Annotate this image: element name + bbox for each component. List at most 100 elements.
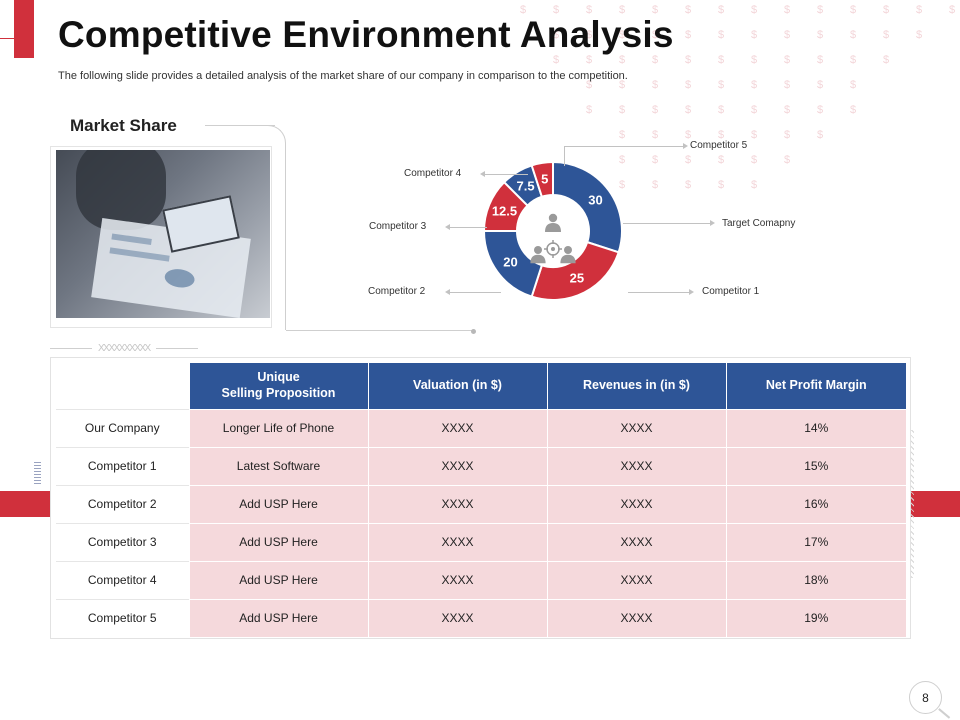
row-usp-cell: Add USP Here xyxy=(188,522,368,561)
row-margin-cell: 14% xyxy=(725,408,906,447)
dollar-glyph: $ xyxy=(553,29,560,41)
x-divider-text: XXXXXXXXXX xyxy=(98,342,151,354)
row-name-cell: Our Company xyxy=(56,408,189,447)
usp-header-line2: Selling Proposition xyxy=(221,385,336,400)
x-divider: XXXXXXXXXX xyxy=(50,342,260,354)
dollar-glyph: $ xyxy=(586,79,593,91)
dollar-glyph: $ xyxy=(751,179,758,191)
dollar-glyph: $ xyxy=(784,79,791,91)
dollar-glyph: $ xyxy=(784,154,791,166)
callout-competitor-2: Competitor 2 xyxy=(368,286,426,297)
row-margin-cell: 18% xyxy=(725,560,906,599)
row-name-cell: Competitor 3 xyxy=(56,522,189,561)
callout-competitor-1: Competitor 1 xyxy=(702,286,760,297)
page-number: 8 xyxy=(909,681,942,714)
dollar-glyph: $ xyxy=(751,129,758,141)
table-header-empty xyxy=(56,363,189,409)
dollar-glyph: $ xyxy=(619,79,626,91)
dollar-glyph: $ xyxy=(718,104,725,116)
row-name-cell: Competitor 2 xyxy=(56,484,189,523)
row-revenues-cell: XXXX xyxy=(546,598,726,637)
market-share-donut-chart: 30 25 20 12.5 7.5 5 xyxy=(483,161,623,301)
photo-frame xyxy=(50,146,272,328)
hatch-decoration-left xyxy=(34,460,41,484)
row-name-cell: Competitor 4 xyxy=(56,560,189,599)
donut-slice-competitor-5 xyxy=(530,161,554,199)
dollar-glyph: $ xyxy=(586,4,593,16)
dollar-glyph: $ xyxy=(817,4,824,16)
callout-line-competitor-2 xyxy=(445,289,501,295)
row-revenues-cell: XXXX xyxy=(546,522,726,561)
dollar-glyph: $ xyxy=(553,4,560,16)
dollar-glyph: $ xyxy=(784,29,791,41)
table-header-revenues: Revenues in (in $) xyxy=(546,363,726,409)
dollar-glyph: $ xyxy=(784,4,791,16)
row-revenues-cell: XXXX xyxy=(546,560,726,599)
dollar-glyph: $ xyxy=(685,129,692,141)
row-valuation-cell: XXXX xyxy=(367,598,547,637)
dollar-glyph: $ xyxy=(619,104,626,116)
dollar-pattern-decoration: $ $ $ $ $ $ $ $ $ $ $ $ $ $ $ $ $ $ $ $ $ $ $ $ $ $ $ $ $ $ $ $ $ $ $ $ $ $ $ $… xyxy=(520,0,960,200)
callout-competitor-3: Competitor 3 xyxy=(369,221,427,232)
dollar-glyph: $ xyxy=(817,29,824,41)
dollar-glyph: $ xyxy=(553,54,560,66)
dollar-glyph: $ xyxy=(652,29,659,41)
competition-table: Unique Selling Proposition Valuation (in… xyxy=(56,363,906,637)
dollar-glyph: $ xyxy=(751,29,758,41)
red-accent-bar xyxy=(14,0,34,58)
dollar-glyph: $ xyxy=(751,79,758,91)
callout-line-competitor-4 xyxy=(480,171,528,177)
dollar-glyph: $ xyxy=(718,179,725,191)
dollar-glyph: $ xyxy=(751,54,758,66)
table-row: Competitor 4 Add USP Here XXXX XXXX 18% xyxy=(56,560,906,599)
table-row: Competitor 3 Add USP Here XXXX XXXX 17% xyxy=(56,522,906,561)
table-row: Our Company Longer Life of Phone XXXX XXXX 1… xyxy=(56,408,906,447)
market-share-rule xyxy=(205,125,275,126)
callout-competitor-4: Competitor 4 xyxy=(404,168,462,179)
callout-competitor-5: Competitor 5 xyxy=(690,140,748,151)
table-header-usp: Unique Selling Proposition xyxy=(188,363,368,409)
donut-slice-target-comapny xyxy=(552,161,623,254)
row-name-cell: Competitor 5 xyxy=(56,598,189,637)
dollar-glyph: $ xyxy=(685,29,692,41)
dollar-glyph: $ xyxy=(883,4,890,16)
row-revenues-cell: XXXX xyxy=(546,484,726,523)
dollar-glyph: $ xyxy=(817,129,824,141)
dollar-glyph: $ xyxy=(850,54,857,66)
dollar-glyph: $ xyxy=(883,29,890,41)
donut-svg: 30 25 20 12.57.5 5 xyxy=(483,161,623,301)
dollar-glyph: $ xyxy=(817,104,824,116)
row-valuation-cell: XXXX xyxy=(367,560,547,599)
dollar-glyph: $ xyxy=(652,54,659,66)
callout-target-company: Target Comapny xyxy=(722,218,796,229)
red-accent-line xyxy=(0,38,14,39)
row-revenues-cell: XXXX xyxy=(546,446,726,485)
donut-value-label: 5 xyxy=(541,172,548,187)
row-margin-cell: 17% xyxy=(725,522,906,561)
slide-title: Competitive Environment Analysis xyxy=(58,14,674,55)
row-usp-cell: Longer Life of Phone xyxy=(188,408,368,447)
table-header-valuation: Valuation (in $) xyxy=(367,363,547,409)
dollar-glyph: $ xyxy=(718,79,725,91)
market-share-bracket-bottom xyxy=(286,330,474,331)
dollar-glyph: $ xyxy=(751,154,758,166)
comparison-table-container: Unique Selling Proposition Valuation (in… xyxy=(50,357,911,639)
red-side-band-left xyxy=(0,491,56,517)
row-valuation-cell: XXXX xyxy=(367,522,547,561)
dollar-glyph: $ xyxy=(652,129,659,141)
market-share-heading: Market Share xyxy=(70,116,177,135)
dollar-glyph: $ xyxy=(784,54,791,66)
dollar-glyph: $ xyxy=(718,154,725,166)
dollar-glyph: $ xyxy=(850,4,857,16)
table-body: Our Company Longer Life of Phone XXXX XXXX 1… xyxy=(56,408,906,637)
dollar-glyph: $ xyxy=(619,129,626,141)
dollar-glyph: $ xyxy=(652,179,659,191)
callout-line-competitor-5-v xyxy=(564,146,565,166)
callout-line-competitor-3 xyxy=(445,224,487,230)
row-margin-cell: 16% xyxy=(725,484,906,523)
dollar-glyph: $ xyxy=(751,104,758,116)
target-users-icon xyxy=(530,213,576,264)
donut-value-label: 20 xyxy=(503,254,517,269)
dollar-glyph: $ xyxy=(718,54,725,66)
row-usp-cell: Add USP Here xyxy=(188,598,368,637)
